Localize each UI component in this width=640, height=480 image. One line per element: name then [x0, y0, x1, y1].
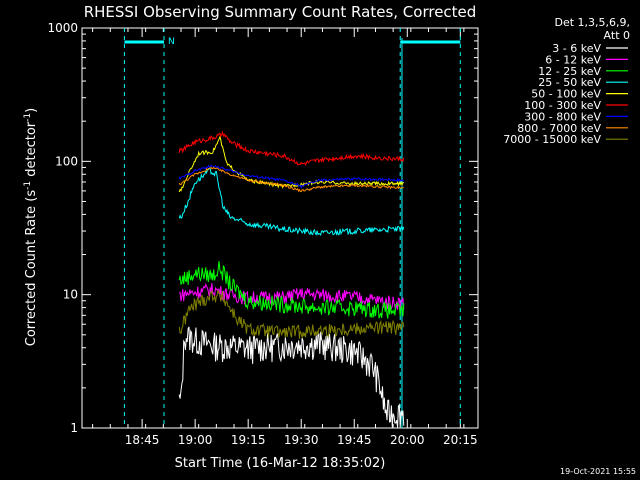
- x-tick-label: 18:45: [125, 433, 160, 447]
- legend-label: 12 - 25 keV: [538, 65, 601, 78]
- attenuator-markers: N: [123, 28, 461, 428]
- series-lines: [178, 130, 405, 428]
- x-tick-label: 19:45: [337, 433, 372, 447]
- y-tick-label: 1: [70, 421, 78, 435]
- series-line: [178, 135, 404, 193]
- legend-label: 6 - 12 keV: [545, 53, 601, 66]
- series-line: [178, 166, 404, 193]
- plot-border: [81, 27, 479, 429]
- y-tick-label: 1000: [47, 21, 78, 35]
- legend-label: 800 - 7000 keV: [517, 122, 601, 135]
- y-axis: 1 10 100 1000: [47, 21, 478, 435]
- y-tick-label: 100: [55, 154, 78, 168]
- flag-n-label: N: [168, 37, 175, 47]
- y-axis-label: Corrected Count Rate (s-1 detector-1): [23, 108, 39, 346]
- legend-label: 50 - 100 keV: [531, 88, 601, 101]
- series-line: [178, 289, 405, 339]
- series-line: [178, 167, 405, 237]
- timestamp: 19-Oct-2021 15:55: [560, 467, 636, 476]
- x-tick-label: 19:30: [284, 433, 319, 447]
- x-tick-label: 20:15: [443, 433, 478, 447]
- legend-label: 100 - 300 keV: [524, 99, 601, 112]
- plot-frame: [81, 27, 479, 429]
- y-tick-label: 10: [63, 288, 78, 302]
- x-axis-label: Start Time (16-Mar-12 18:35:02): [175, 456, 386, 471]
- x-axis: 18:45 19:00 19:15 19:30 19:45 20:00 20:15: [92, 28, 478, 447]
- series-line: [178, 164, 405, 189]
- legend-header-attenuator: Att 0: [604, 29, 630, 42]
- legend-label: 7000 - 15000 keV: [503, 133, 601, 146]
- x-tick-label: 19:15: [231, 433, 266, 447]
- series-line: [178, 130, 405, 166]
- x-tick-label: 19:00: [178, 433, 213, 447]
- series-line: [178, 282, 405, 310]
- legend-label: 25 - 50 keV: [538, 76, 601, 89]
- legend-label: 3 - 6 keV: [552, 42, 601, 55]
- series-line: [178, 326, 405, 428]
- legend-label: 300 - 800 keV: [524, 110, 601, 123]
- chart-title: RHESSI Observing Summary Count Rates, Co…: [84, 3, 477, 21]
- series-line: [178, 260, 405, 319]
- legend-header-detectors: Det 1,3,5,6,9,: [554, 16, 630, 29]
- x-tick-label: 20:00: [390, 433, 425, 447]
